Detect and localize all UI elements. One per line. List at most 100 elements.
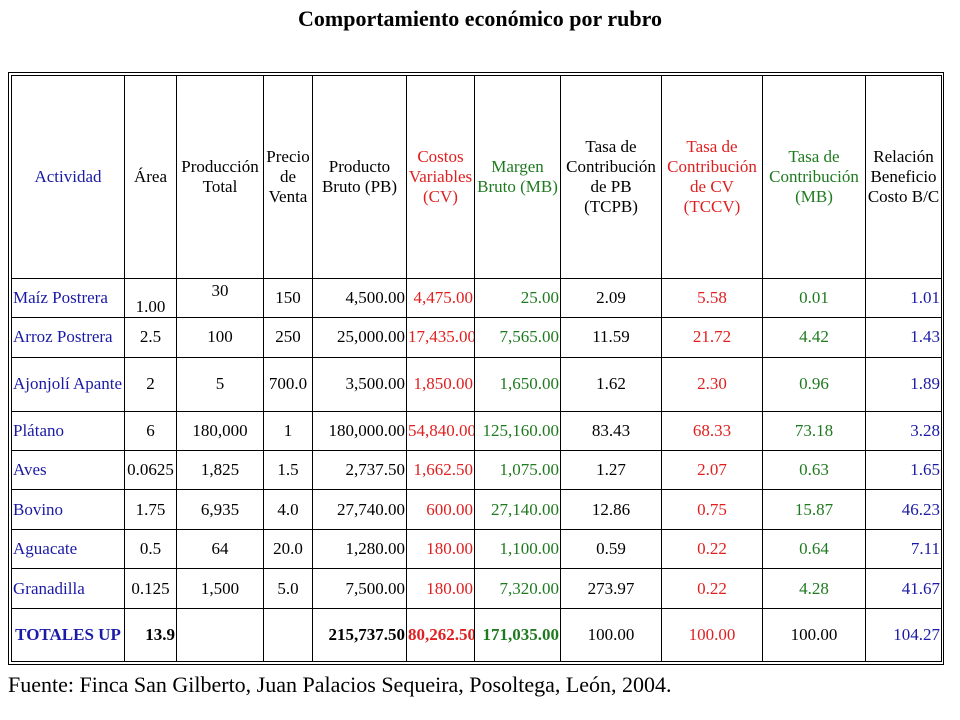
cell-tcpb: 11.59	[560, 317, 662, 358]
cell-pb: 2,737.50	[312, 450, 407, 491]
cell-tcpb: 83.43	[560, 410, 662, 452]
table-row: Arroz Postrera 2.5 100 250 25,000.00 17,…	[11, 317, 942, 358]
cell-area: 1.75	[124, 489, 177, 530]
cell-area: 2.5	[124, 317, 177, 358]
totals-mb: 171,035.00	[474, 607, 561, 663]
cell-actividad: Aguacate	[11, 528, 125, 570]
cell-tmb: 0.63	[762, 450, 866, 491]
header-mb: Margen Bruto (MB)	[474, 75, 561, 279]
cell-area: 0.5	[124, 528, 177, 570]
cell-produccion: 6,935	[176, 489, 264, 530]
cell-tcpb: 1.27	[560, 450, 662, 491]
totals-label: TOTALES UP	[11, 607, 125, 663]
cell-precio: 150	[263, 277, 313, 319]
cell-tmb: 0.64	[762, 528, 866, 570]
cell-bc: 1.65	[865, 450, 942, 491]
cell-area: 2	[124, 356, 177, 412]
source-note: Fuente: Finca San Gilberto, Juan Palacio…	[8, 672, 672, 697]
cell-mb: 7,565.00	[474, 317, 561, 358]
cell-precio: 700.0	[263, 356, 313, 412]
cell-cv: 1,662.50	[406, 450, 475, 491]
totals-produccion	[176, 607, 264, 663]
cell-area: 0.0625	[124, 450, 177, 491]
cell-pb: 25,000.00	[312, 317, 407, 358]
cell-produccion: 30	[176, 277, 264, 319]
cell-mb: 7,320.00	[474, 568, 561, 609]
table-row: Plátano 6 180,000 1 180,000.00 54,840.00…	[11, 410, 942, 452]
cell-tcpb: 0.59	[560, 528, 662, 570]
cell-cv: 1,850.00	[406, 356, 475, 412]
header-pb: Producto Bruto (PB)	[312, 75, 407, 279]
cell-mb: 1,075.00	[474, 450, 561, 491]
cell-tccv: 5.58	[661, 277, 763, 319]
cell-mb: 1,650.00	[474, 356, 561, 412]
cell-mb: 25.00	[474, 277, 561, 319]
header-row: Actividad Área Producción Total Precio d…	[11, 75, 942, 279]
cell-actividad: Maíz Postrera	[11, 277, 125, 319]
cell-area: 1.00	[124, 277, 177, 319]
cell-tccv: 0.22	[661, 568, 763, 609]
cell-precio: 250	[263, 317, 313, 358]
totals-area: 13.9	[124, 607, 177, 663]
cell-tcpb: 1.62	[560, 356, 662, 412]
cell-tcpb: 273.97	[560, 568, 662, 609]
cell-tmb: 73.18	[762, 410, 866, 452]
cell-bc: 1.43	[865, 317, 942, 358]
cell-mb: 1,100.00	[474, 528, 561, 570]
economic-table: Actividad Área Producción Total Precio d…	[11, 75, 942, 663]
cell-actividad: Arroz Postrera	[11, 317, 125, 358]
cell-bc: 1.01	[865, 277, 942, 319]
cell-cv: 4,475.00	[406, 277, 475, 319]
cell-precio: 1	[263, 410, 313, 452]
cell-tcpb: 12.86	[560, 489, 662, 530]
cell-produccion: 1,500	[176, 568, 264, 609]
cell-produccion: 5	[176, 356, 264, 412]
header-cv: Costos Variables (CV)	[406, 75, 475, 279]
cell-tccv: 2.30	[661, 356, 763, 412]
cell-pb: 7,500.00	[312, 568, 407, 609]
totals-tmb: 100.00	[762, 607, 866, 663]
cell-tccv: 0.75	[661, 489, 763, 530]
cell-actividad: Ajonjolí Apante	[11, 356, 125, 412]
cell-precio: 5.0	[263, 568, 313, 609]
cell-bc: 41.67	[865, 568, 942, 609]
cell-tcpb: 2.09	[560, 277, 662, 319]
totals-row: TOTALES UP 13.9 215,737.50 80,262.50 171…	[11, 607, 942, 663]
cell-mb: 27,140.00	[474, 489, 561, 530]
header-tccv: Tasa de Contribución de CV (TCCV)	[661, 75, 763, 279]
cell-tmb: 0.01	[762, 277, 866, 319]
table-row: Maíz Postrera 1.00 30 150 4,500.00 4,475…	[11, 277, 942, 319]
cell-cv: 54,840.00	[406, 410, 475, 452]
cell-bc: 1.89	[865, 356, 942, 412]
table-row: Granadilla 0.125 1,500 5.0 7,500.00 180.…	[11, 568, 942, 609]
cell-precio: 20.0	[263, 528, 313, 570]
cell-precio: 4.0	[263, 489, 313, 530]
cell-pb: 1,280.00	[312, 528, 407, 570]
header-area: Área	[124, 75, 177, 279]
cell-tccv: 21.72	[661, 317, 763, 358]
header-tcpb: Tasa de Contribución de PB (TCPB)	[560, 75, 662, 279]
cell-area: 6	[124, 410, 177, 452]
totals-tcpb: 100.00	[560, 607, 662, 663]
cell-bc: 46.23	[865, 489, 942, 530]
cell-actividad: Granadilla	[11, 568, 125, 609]
table-row: Bovino 1.75 6,935 4.0 27,740.00 600.00 2…	[11, 489, 942, 530]
cell-produccion: 1,825	[176, 450, 264, 491]
cell-actividad: Aves	[11, 450, 125, 491]
cell-tccv: 0.22	[661, 528, 763, 570]
cell-tccv: 68.33	[661, 410, 763, 452]
cell-tmb: 15.87	[762, 489, 866, 530]
page-title: Comportamiento económico por rubro	[298, 6, 662, 31]
cell-precio: 1.5	[263, 450, 313, 491]
cell-pb: 180,000.00	[312, 410, 407, 452]
cell-tmb: 0.96	[762, 356, 866, 412]
header-tmb: Tasa de Contribución (MB)	[762, 75, 866, 279]
table-row: Aves 0.0625 1,825 1.5 2,737.50 1,662.50 …	[11, 450, 942, 491]
cell-pb: 27,740.00	[312, 489, 407, 530]
cell-cv: 17,435.00	[406, 317, 475, 358]
cell-cv: 600.00	[406, 489, 475, 530]
totals-tccv: 100.00	[661, 607, 763, 663]
cell-tccv: 2.07	[661, 450, 763, 491]
cell-pb: 3,500.00	[312, 356, 407, 412]
cell-bc: 7.11	[865, 528, 942, 570]
